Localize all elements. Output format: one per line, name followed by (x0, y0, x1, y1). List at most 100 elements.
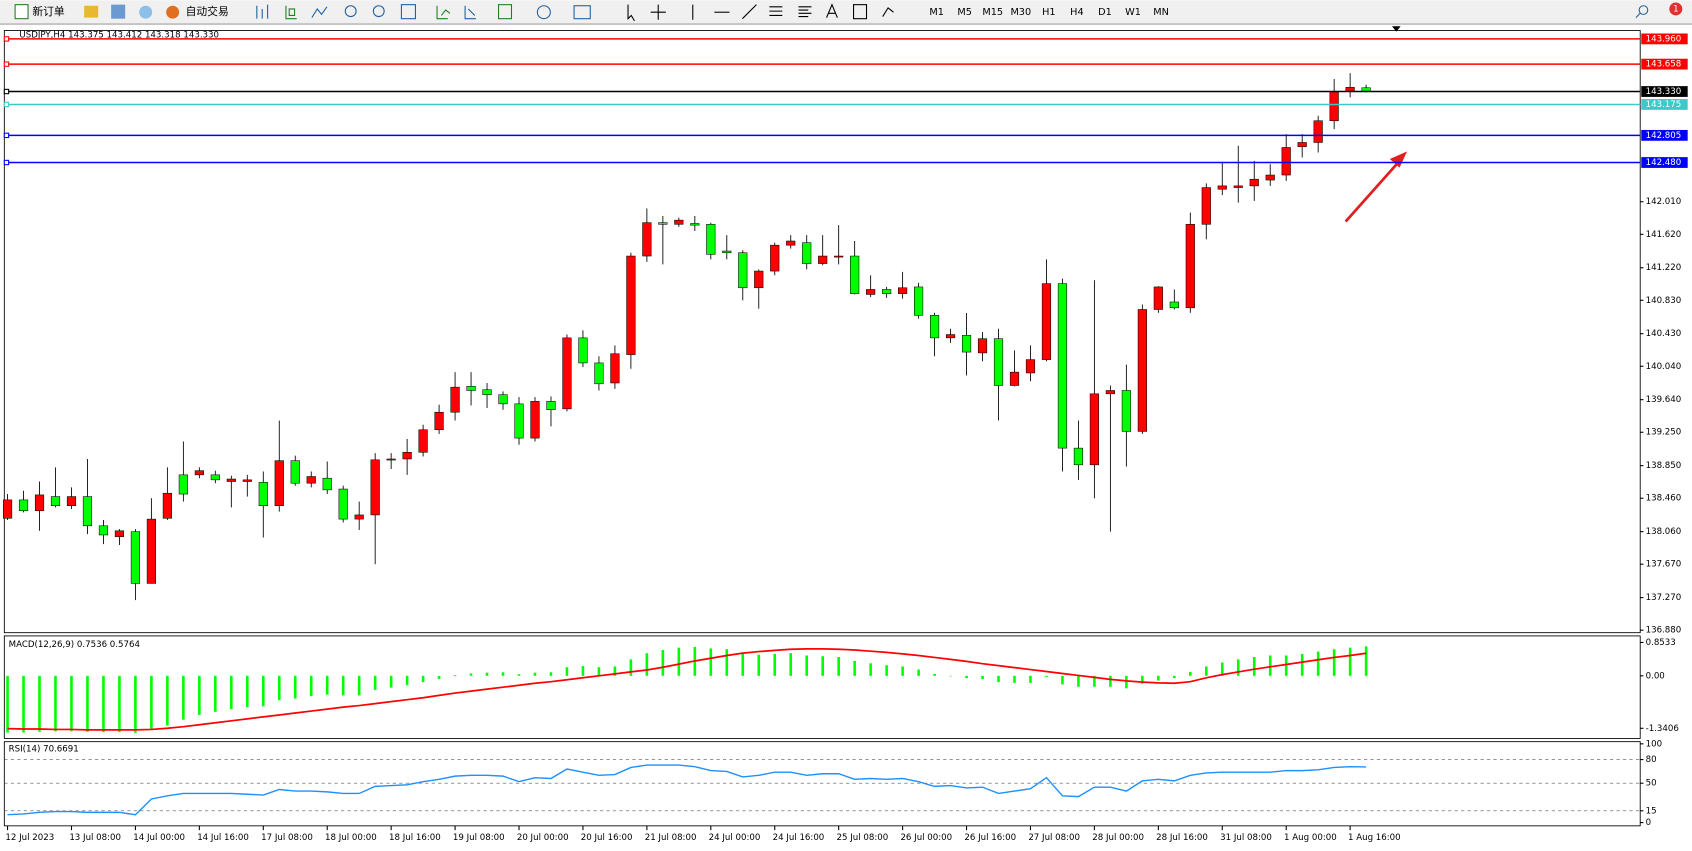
icon[interactable] (139, 5, 153, 19)
icon[interactable] (627, 4, 635, 22)
timeframe-button[interactable]: M30 (1010, 7, 1031, 18)
y-tick-label: 136.880 (1646, 626, 1682, 636)
histogram-bar (325, 675, 329, 695)
level-handle (3, 88, 10, 95)
toolbar: 新订单 自动交易 (0, 0, 1692, 25)
histogram-bar (709, 648, 713, 676)
icon[interactable] (882, 7, 894, 17)
histogram-bar (309, 675, 313, 697)
search-button[interactable] (1635, 5, 1649, 18)
icon[interactable] (111, 4, 126, 19)
candle-body (546, 401, 556, 410)
icon (166, 5, 180, 19)
icon[interactable] (84, 5, 99, 18)
histogram-bar (1173, 675, 1176, 679)
candle-body (50, 496, 61, 507)
timeframe-button[interactable]: W1 (1125, 7, 1141, 18)
candle-body (866, 289, 876, 295)
x-tick-label: 28 Jul 00:00 (1092, 833, 1144, 843)
icon[interactable] (742, 4, 757, 20)
histogram-bar (1029, 675, 1032, 683)
histogram-bar (389, 675, 393, 688)
icon[interactable] (311, 6, 328, 18)
histogram-bar (150, 675, 153, 730)
icon[interactable] (464, 5, 476, 20)
histogram-bar (853, 660, 856, 676)
histogram-bar (917, 669, 920, 676)
signal-line (7, 647, 1367, 731)
timeframe-button[interactable]: D1 (1098, 7, 1112, 18)
y-tick-label: 142.010 (1646, 197, 1682, 207)
histogram-bar (437, 675, 441, 679)
icon[interactable] (536, 5, 551, 20)
candle-body (450, 386, 460, 413)
histogram-bar (54, 675, 57, 732)
candle-body (961, 335, 972, 353)
histogram-bar (1300, 653, 1304, 676)
icon[interactable] (853, 4, 868, 20)
level-handle (3, 132, 10, 139)
histogram-bar (1364, 646, 1368, 676)
histogram-bar (533, 672, 537, 676)
candle-body (594, 362, 604, 385)
candle-body (882, 289, 892, 294)
icon[interactable] (826, 3, 838, 18)
auto-trading-button[interactable]: 自动交易 (166, 5, 229, 19)
y-tick-label: -1.3406 (1646, 724, 1679, 734)
histogram-bar (118, 675, 121, 733)
icon[interactable] (256, 4, 269, 19)
x-tick-label: 25 Jul 08:00 (837, 833, 889, 843)
level-tag (1641, 99, 1688, 110)
icon[interactable] (497, 4, 513, 20)
candle-body (1249, 178, 1259, 187)
histogram-bar (1013, 675, 1016, 683)
icon[interactable] (436, 5, 451, 20)
timeframe-button[interactable]: H1 (1042, 7, 1055, 18)
notification-button[interactable]: 1 (1669, 2, 1683, 16)
icon[interactable] (285, 5, 297, 20)
level-label: 143.330 (1646, 87, 1682, 97)
candle-body (322, 477, 332, 491)
icon[interactable] (769, 6, 783, 16)
icon (1635, 12, 1641, 18)
histogram-bar (293, 675, 297, 699)
x-tick-label: 27 Jul 08:00 (1028, 833, 1080, 843)
new-order-button[interactable]: 新订单 (14, 4, 65, 20)
timeframe-button[interactable]: M1 (929, 7, 944, 18)
icon[interactable] (372, 5, 385, 18)
histogram-bar (805, 655, 809, 676)
candle-body (977, 338, 988, 354)
icon[interactable] (344, 5, 357, 18)
timeframe-button[interactable]: H4 (1070, 7, 1083, 18)
candle-body (242, 479, 252, 482)
candle-body (945, 334, 956, 339)
candle-body (929, 315, 940, 339)
y-tick-label: 138.060 (1646, 527, 1682, 537)
icon[interactable] (798, 6, 812, 18)
candle-body (466, 386, 476, 391)
level-tag (1641, 58, 1688, 70)
histogram-bar (1077, 675, 1080, 687)
candle-body (34, 494, 45, 512)
x-tick-label: 28 Jul 16:00 (1156, 833, 1208, 843)
tool-icons[interactable] (256, 3, 894, 22)
histogram-bar (1268, 655, 1272, 676)
timeframe-button[interactable]: MN (1153, 7, 1169, 18)
timeframe-button[interactable]: M15 (982, 7, 1003, 18)
timeframe-button[interactable]: M5 (957, 7, 972, 18)
candle-body (290, 460, 300, 484)
candle-body (1169, 301, 1179, 309)
candle-body (434, 411, 444, 431)
chart-title: USDJPY,H4 143.375 143.412 143.318 143.33… (19, 30, 219, 40)
candle-body (770, 244, 780, 272)
candle-body (1329, 91, 1339, 122)
candle-body (194, 470, 204, 476)
level-tag (1641, 86, 1688, 97)
level-handle (3, 36, 10, 42)
candle-body (306, 476, 316, 484)
icon[interactable] (650, 4, 666, 20)
y-tick-label: 140.040 (1646, 362, 1682, 372)
candle-body (482, 389, 492, 395)
icon[interactable] (400, 4, 416, 20)
icon[interactable] (573, 5, 591, 20)
